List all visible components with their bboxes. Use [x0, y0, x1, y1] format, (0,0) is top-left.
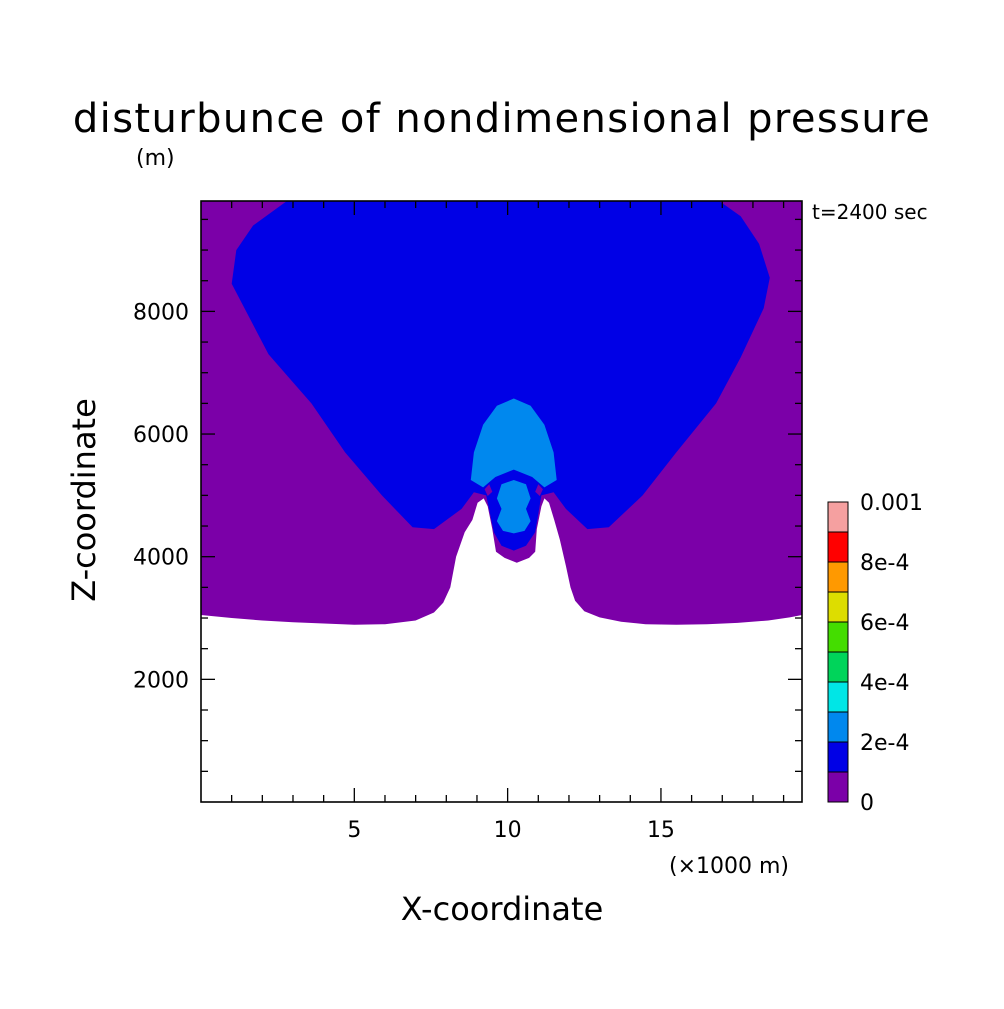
contour-region-2-level-2 [470, 398, 557, 488]
colorbar-swatch-2 [827, 711, 849, 743]
colorbar: 0 2e-4 4e-4 6e-4 8e-4 0.001 [827, 491, 923, 816]
contour-region-3-level-2 [496, 480, 531, 534]
plot-area [201, 201, 802, 625]
colorbar-tick-label: 8e-4 [860, 551, 909, 576]
y-tick-label: 4000 [133, 546, 189, 571]
x-tick-label: 10 [494, 818, 522, 843]
colorbar-swatch-5 [827, 621, 849, 653]
axes: 5 10 15 2000 4000 6000 8000 [133, 200, 803, 843]
colorbar-tick-label: 0.001 [860, 491, 923, 516]
contour-region-5-level-0 [535, 484, 543, 496]
contour-region-4-level-0 [484, 484, 493, 496]
contour-fills [201, 201, 802, 625]
contour-region-1-level-1 [231, 201, 770, 551]
colorbar-swatch-1 [827, 741, 849, 773]
colorbar-tick-label: 0 [860, 791, 874, 816]
y-tick-label: 6000 [133, 423, 189, 448]
x-tick-label: 15 [647, 818, 675, 843]
time-label: t=2400 sec [812, 200, 928, 224]
y-axis-label: Z-coordinate [65, 398, 103, 602]
plot-frame [200, 200, 803, 803]
chart-title: disturbunce of nondimensional pressure [73, 96, 931, 142]
colorbar-tick-label: 2e-4 [860, 731, 909, 756]
y-tick-label: 2000 [133, 668, 189, 693]
colorbar-swatch-0 [827, 771, 849, 803]
x-axis-unit: (×1000 m) [669, 854, 789, 879]
colorbar-swatch-9 [827, 501, 849, 533]
colorbar-swatch-8 [827, 531, 849, 563]
x-tick-label: 5 [347, 818, 361, 843]
title-unit: (m) [136, 146, 175, 171]
y-tick-label: 8000 [133, 300, 189, 325]
x-axis-label: X-coordinate [401, 890, 604, 928]
colorbar-swatch-7 [827, 561, 849, 593]
colorbar-swatch-6 [827, 591, 849, 623]
colorbar-swatch-4 [827, 651, 849, 683]
colorbar-swatch-3 [827, 681, 849, 713]
colorbar-tick-label: 4e-4 [860, 671, 909, 696]
colorbar-tick-label: 6e-4 [860, 611, 909, 636]
